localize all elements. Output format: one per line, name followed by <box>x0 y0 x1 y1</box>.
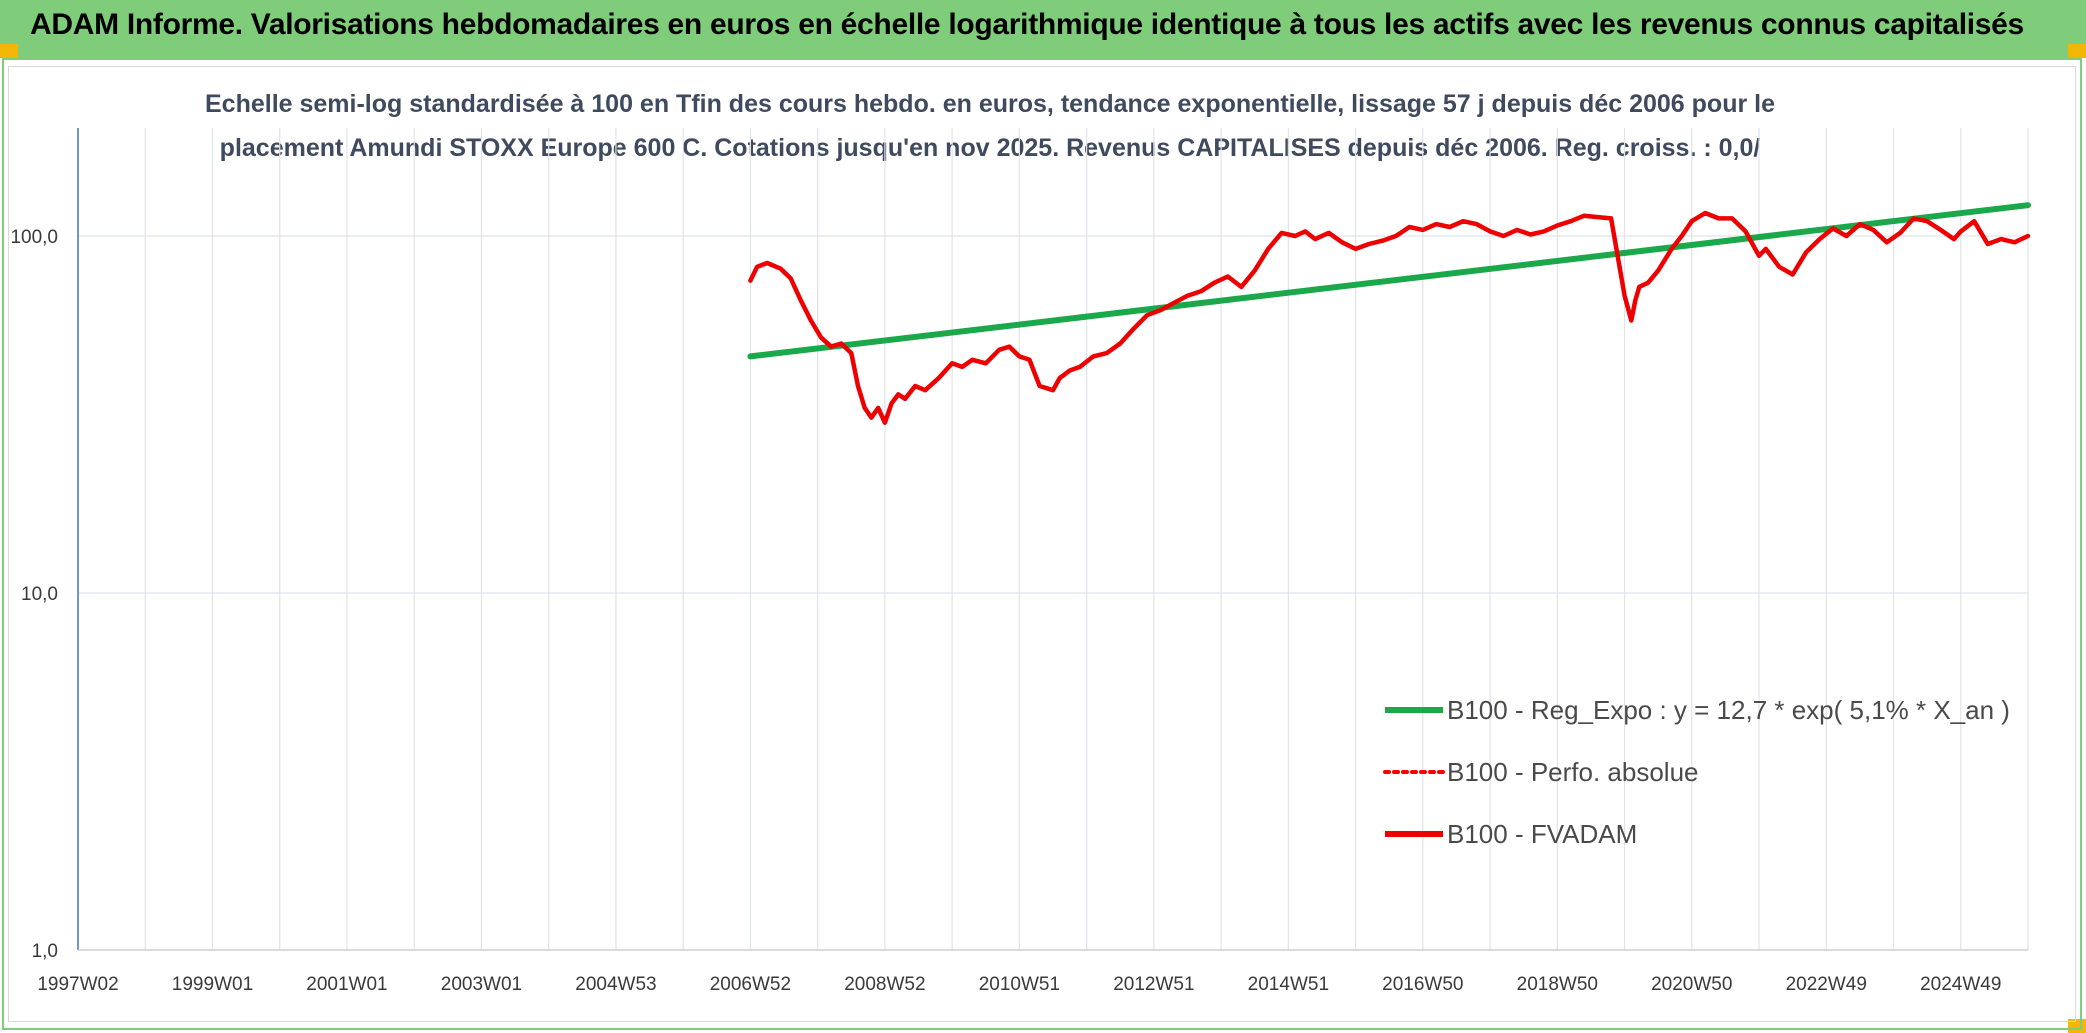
y-tick-label: 10,0 <box>21 584 58 605</box>
axes: 1997W02 1999W01 2001W01 2003W01 2004W53 2006W… <box>10 128 2028 995</box>
chart-area-border <box>8 66 2076 1022</box>
x-tick-label: 1997W02 <box>37 974 118 995</box>
x-tick-label: 2014W51 <box>1248 974 1329 995</box>
x-tick-label: 2010W51 <box>979 974 1060 995</box>
legend-label-fvadam: B100 - FVADAM <box>1447 819 1637 849</box>
gridlines <box>78 128 2029 951</box>
x-tick-label: 2018W50 <box>1517 974 1598 995</box>
chart-frame <box>2 58 2082 1030</box>
report-title: ADAM Informe. Valorisations hebdomadaire… <box>30 8 2024 41</box>
x-tick-label: 2016W50 <box>1382 974 1463 995</box>
x-tick-label: 2001W01 <box>306 974 387 995</box>
legend-label-regression: B100 - Reg_Expo : y = 12,7 * exp( 5,1% *… <box>1447 695 2010 725</box>
x-tick-label: 1999W01 <box>172 974 253 995</box>
x-tick-label: 2008W52 <box>844 974 925 995</box>
x-tick-label: 2006W52 <box>710 974 791 995</box>
chart-title-line-1: Echelle semi-log standardisée à 100 en T… <box>205 90 1775 118</box>
corner-marker-right <box>2068 44 2086 58</box>
x-tick-label: 2024W49 <box>1920 974 2001 995</box>
x-tick-label: 2020W50 <box>1651 974 1732 995</box>
chart-title-line-2: placement Amundi STOXX Europe 600 C. Cot… <box>219 134 1761 162</box>
x-tick-label: 2003W01 <box>441 974 522 995</box>
report-banner: ADAM Informe. Valorisations hebdomadaire… <box>0 0 2086 58</box>
regression-line <box>747 202 2031 360</box>
x-tick-label: 2004W53 <box>575 974 656 995</box>
x-tick-label: 2022W49 <box>1786 974 1867 995</box>
legend: B100 - Reg_Expo : y = 12,7 * exp( 5,1% *… <box>1383 695 2010 849</box>
y-tick-label: 1,0 <box>32 941 58 962</box>
fvadam-line <box>748 210 2031 425</box>
y-tick-label: 100,0 <box>10 227 58 248</box>
series-layer <box>747 202 2031 425</box>
legend-label-perfo-absolue: B100 - Perfo. absolue <box>1447 757 1699 787</box>
corner-marker-left <box>0 44 18 58</box>
x-tick-label: 2012W51 <box>1113 974 1194 995</box>
